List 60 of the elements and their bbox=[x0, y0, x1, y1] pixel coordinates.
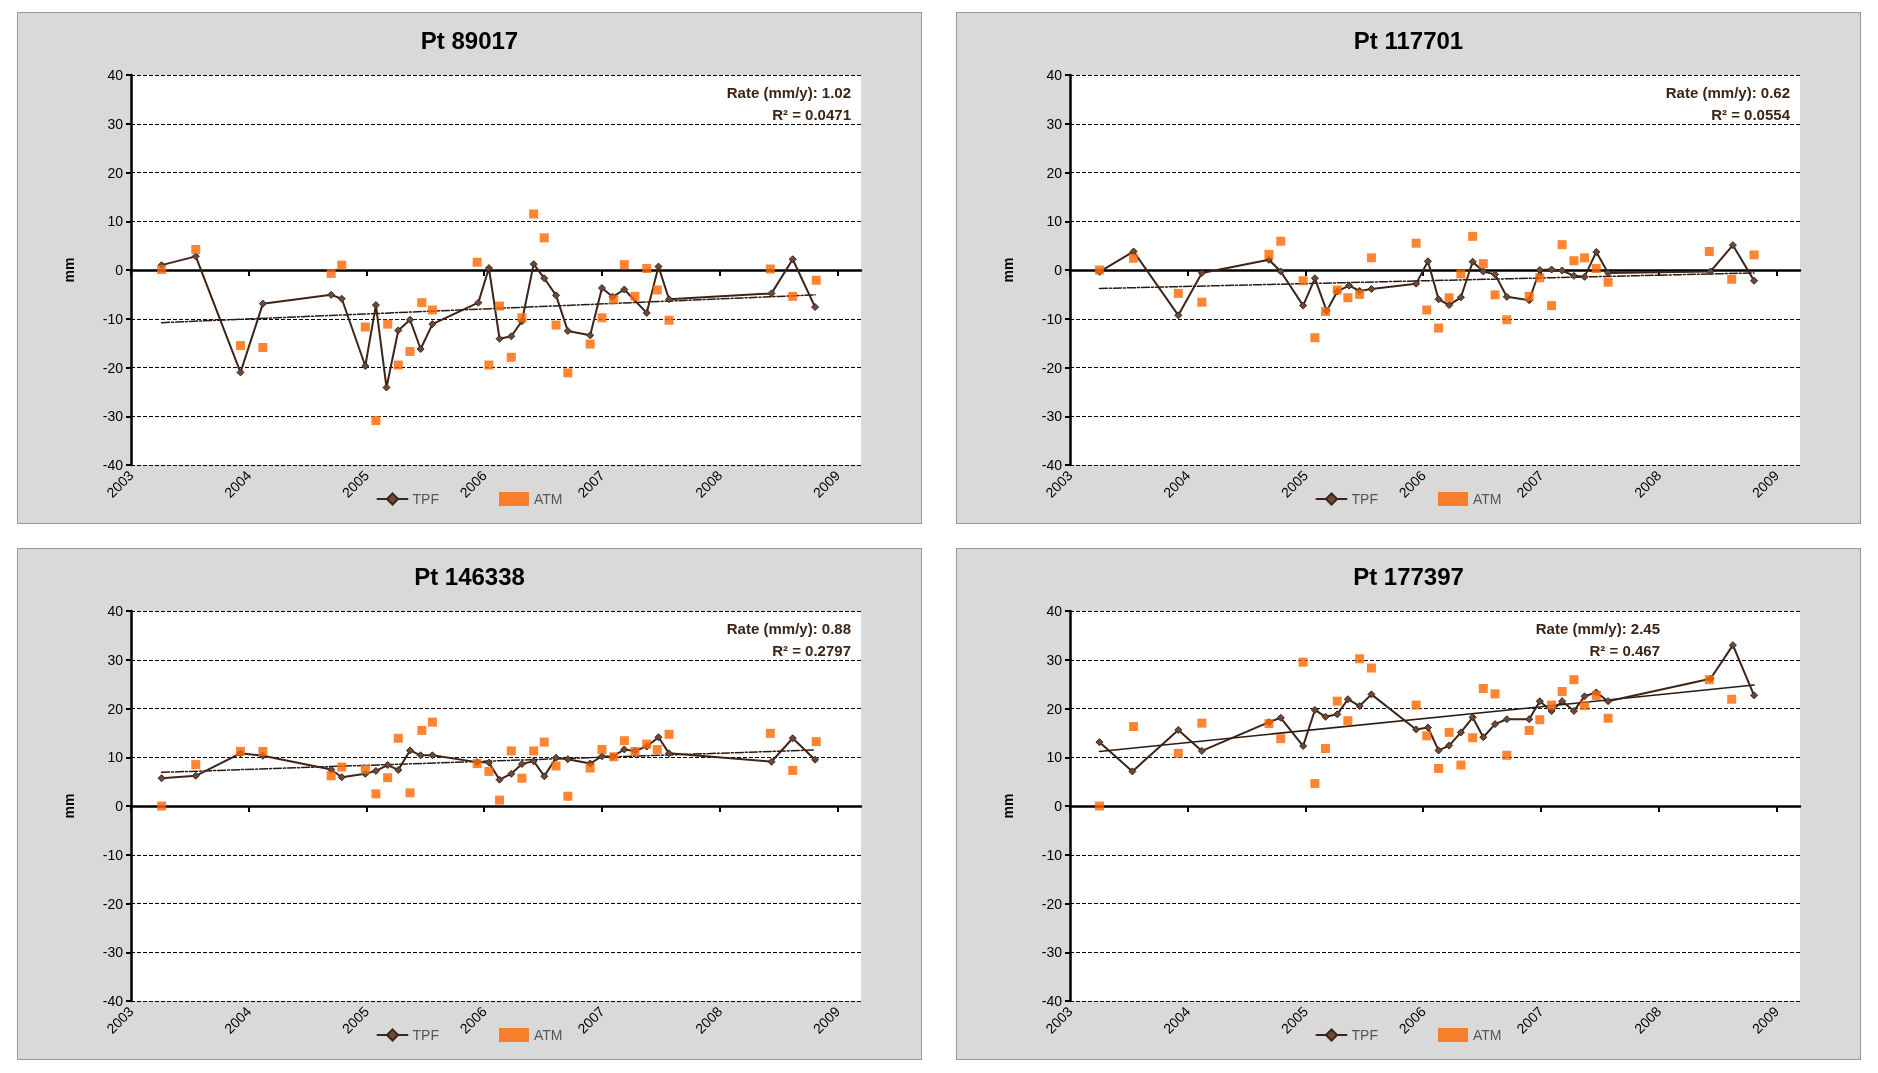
y-tick-label: 20 bbox=[107, 700, 124, 717]
y-tick-label: 40 bbox=[107, 67, 124, 83]
y-tick-label: -10 bbox=[1041, 310, 1063, 327]
y-tick-label: -20 bbox=[1041, 359, 1063, 376]
y-tick-label: 30 bbox=[107, 115, 124, 132]
y-tick-label: 40 bbox=[1046, 67, 1063, 83]
y-tick-label: 20 bbox=[1046, 164, 1063, 181]
chart-title: Pt 117701 bbox=[1353, 26, 1464, 54]
legend-label: TPF bbox=[412, 1027, 439, 1043]
y-tick-label: 10 bbox=[1046, 749, 1063, 766]
annotation: Rate (mm/y): 0.62 bbox=[1665, 84, 1790, 101]
annotation: Rate (mm/y): 1.02 bbox=[726, 84, 851, 101]
annotation: R² = 0.467 bbox=[1589, 642, 1660, 659]
legend-label: ATM bbox=[1472, 491, 1502, 507]
y-tick-label: -30 bbox=[1041, 408, 1063, 425]
annotation: R² = 0.2797 bbox=[772, 642, 851, 659]
y-tick-label: 10 bbox=[107, 213, 124, 230]
annotation: Rate (mm/y): 2.45 bbox=[1535, 620, 1660, 637]
y-tick-label: 30 bbox=[107, 651, 124, 668]
annotation: R² = 0.0471 bbox=[772, 106, 851, 123]
y-tick-label: -30 bbox=[1041, 944, 1063, 961]
y-tick-label: 0 bbox=[115, 798, 124, 814]
y-axis-title: mm bbox=[1000, 257, 1016, 283]
legend-label: ATM bbox=[1472, 1027, 1502, 1043]
y-tick-label: 10 bbox=[1046, 213, 1063, 230]
y-axis-title: mm bbox=[1000, 793, 1016, 819]
y-tick-label: 40 bbox=[1046, 603, 1063, 619]
y-tick-label: -20 bbox=[102, 895, 124, 912]
legend-label: ATM bbox=[533, 1027, 563, 1043]
y-tick-label: -30 bbox=[102, 408, 124, 425]
y-tick-label: 0 bbox=[1054, 262, 1063, 278]
y-tick-label: -10 bbox=[1041, 846, 1063, 863]
y-tick-label: 30 bbox=[1046, 651, 1063, 668]
y-tick-label: -40 bbox=[1041, 457, 1063, 473]
y-tick-label: -10 bbox=[102, 310, 124, 327]
y-tick-label: 20 bbox=[1046, 700, 1063, 717]
y-tick-label: -40 bbox=[1041, 993, 1063, 1009]
y-tick-label: -10 bbox=[102, 846, 124, 863]
y-tick-label: -40 bbox=[102, 457, 124, 473]
legend-label: TPF bbox=[1351, 491, 1378, 507]
y-tick-label: -20 bbox=[1041, 895, 1063, 912]
y-tick-label: -30 bbox=[102, 944, 124, 961]
annotation: R² = 0.0554 bbox=[1711, 106, 1791, 123]
y-axis-title: mm bbox=[61, 793, 77, 819]
y-tick-label: 0 bbox=[115, 262, 124, 278]
legend-label: TPF bbox=[412, 491, 439, 507]
annotation: Rate (mm/y): 0.88 bbox=[726, 620, 851, 637]
y-tick-label: -40 bbox=[102, 993, 124, 1009]
y-tick-label: 40 bbox=[107, 603, 124, 619]
chart-title: Pt 146338 bbox=[414, 562, 525, 590]
y-tick-label: 30 bbox=[1046, 115, 1063, 132]
legend-label: ATM bbox=[533, 491, 563, 507]
legend-label: TPF bbox=[1351, 1027, 1378, 1043]
y-tick-label: 10 bbox=[107, 749, 124, 766]
chart-title: Pt 89017 bbox=[420, 26, 519, 54]
y-tick-label: 20 bbox=[107, 164, 124, 181]
y-tick-label: -20 bbox=[102, 359, 124, 376]
chart-title: Pt 177397 bbox=[1353, 562, 1464, 590]
y-axis-title: mm bbox=[61, 257, 77, 283]
y-tick-label: 0 bbox=[1054, 798, 1063, 814]
